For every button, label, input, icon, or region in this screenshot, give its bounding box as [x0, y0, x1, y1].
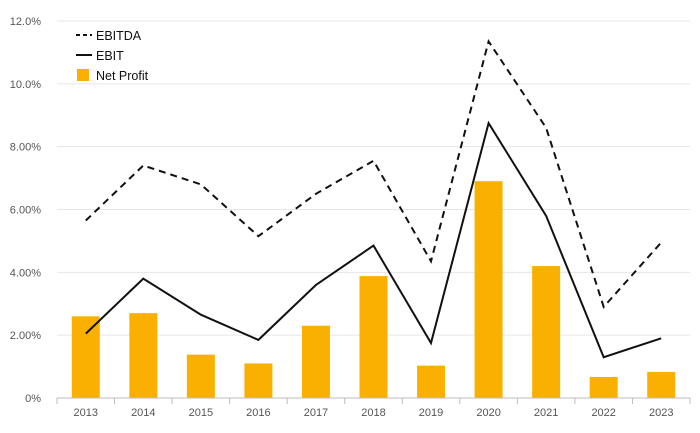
bar-net-profit: [186, 354, 215, 398]
line-ebit: [85, 120, 662, 359]
bar-net-profit: [532, 266, 561, 398]
line-series: [85, 38, 662, 359]
x-tick-label: 2019: [419, 407, 443, 419]
legend-item-ebitda: EBITDA: [76, 29, 142, 43]
x-axis-ticks: 2013 2014 2015 2016 2017 2018 2019 2020 2021 2022…: [74, 407, 674, 419]
bar-net-profit: [301, 325, 330, 398]
x-tick-label: 2018: [361, 407, 385, 419]
legend-item-ebit: EBIT: [76, 49, 124, 63]
legend-label-net-profit: Net Profit: [96, 69, 149, 83]
x-tick-label: 2021: [534, 407, 558, 419]
bar-net-profit: [647, 371, 676, 398]
line-ebitda: [85, 38, 662, 309]
y-tick-label: 12.0%: [10, 16, 41, 28]
bar-net-profit: [244, 363, 273, 398]
y-tick-label: 0%: [25, 393, 41, 405]
bar-net-profit: [417, 365, 446, 398]
net-profit-bars: [71, 181, 676, 398]
y-tick-label: 8.00%: [10, 142, 41, 154]
bar-net-profit: [71, 316, 100, 398]
x-tick-label: 2015: [189, 407, 213, 419]
x-tick-label: 2022: [591, 407, 615, 419]
bar-net-profit: [359, 276, 388, 398]
x-tick-label: 2020: [476, 407, 500, 419]
y-axis-ticks: 0% 2.00% 4.00% 6.00% 8.00% 10.0% 12.0%: [10, 16, 41, 405]
x-axis: [56, 397, 691, 404]
bar-net-profit: [129, 313, 158, 398]
y-tick-label: 2.00%: [10, 330, 41, 342]
x-tick-label: 2013: [74, 407, 98, 419]
y-tick-label: 6.00%: [10, 205, 41, 217]
x-tick-label: 2017: [304, 407, 328, 419]
bar-net-profit: [474, 181, 503, 398]
legend: EBITDA EBIT Net Profit: [76, 29, 149, 83]
grid-lines: [57, 20, 690, 336]
x-tick-label: 2023: [649, 407, 673, 419]
x-tick-label: 2016: [246, 407, 270, 419]
bar-net-profit: [589, 376, 618, 398]
legend-label-ebit: EBIT: [96, 49, 124, 63]
legend-label-ebitda: EBITDA: [96, 29, 142, 43]
y-tick-label: 10.0%: [10, 79, 41, 91]
legend-swatch-net-profit: [77, 69, 89, 81]
y-tick-label: 4.00%: [10, 267, 41, 279]
legend-item-net-profit: Net Profit: [77, 69, 149, 83]
x-tick-label: 2014: [131, 407, 155, 419]
